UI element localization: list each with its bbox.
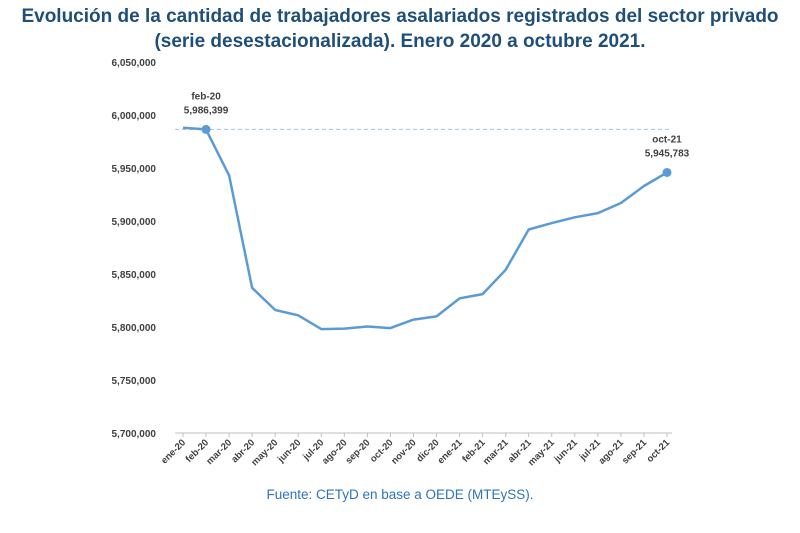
y-tick-label: 6,050,000	[112, 58, 157, 69]
x-tick-label: mar-20	[204, 437, 234, 467]
x-tick-label: jun-21	[552, 437, 581, 466]
annotation-value-label: 5,986,399	[184, 105, 229, 116]
x-tick-label: mar-21	[481, 437, 511, 467]
annotation-label: oct-21	[652, 134, 682, 145]
x-tick-label: oct-21	[645, 437, 673, 465]
x-tick-label: sep-21	[620, 437, 650, 467]
series-line	[182, 126, 668, 331]
chart-title-line-2: (serie desestacionalizada). Enero 2020 a…	[154, 31, 646, 52]
x-tick-label: nov-20	[389, 437, 418, 466]
y-tick-label: 5,800,000	[112, 323, 157, 334]
y-tick-label: 5,900,000	[112, 217, 157, 228]
x-tick-label: may-21	[526, 437, 557, 468]
data-point-marker	[662, 167, 672, 177]
y-tick-label: 5,700,000	[112, 429, 157, 440]
annotation-label: feb-20	[191, 91, 221, 102]
x-tick-label: jun-20	[275, 437, 303, 465]
chart-title: Evolución de la cantidad de trabajadores…	[0, 4, 800, 54]
data-point-marker	[201, 124, 211, 134]
y-tick-label: 6,000,000	[112, 111, 157, 122]
y-tick-label: 5,850,000	[112, 270, 157, 281]
chart-title-line-1: Evolución de la cantidad de trabajadores…	[21, 6, 779, 27]
x-tick-label: ene-20	[159, 437, 188, 466]
x-tick-label: sep-20	[343, 437, 372, 466]
x-tick-label: ene-21	[436, 437, 466, 467]
x-tick-label: ago-21	[597, 437, 627, 467]
source-note: Fuente: CETyD en base a OEDE (MTEySS).	[266, 487, 534, 502]
x-tick-label: ago-20	[320, 437, 349, 466]
y-tick-label: 5,750,000	[112, 376, 157, 387]
y-tick-label: 5,950,000	[112, 164, 157, 175]
annotation-value-label: 5,945,783	[645, 148, 690, 159]
